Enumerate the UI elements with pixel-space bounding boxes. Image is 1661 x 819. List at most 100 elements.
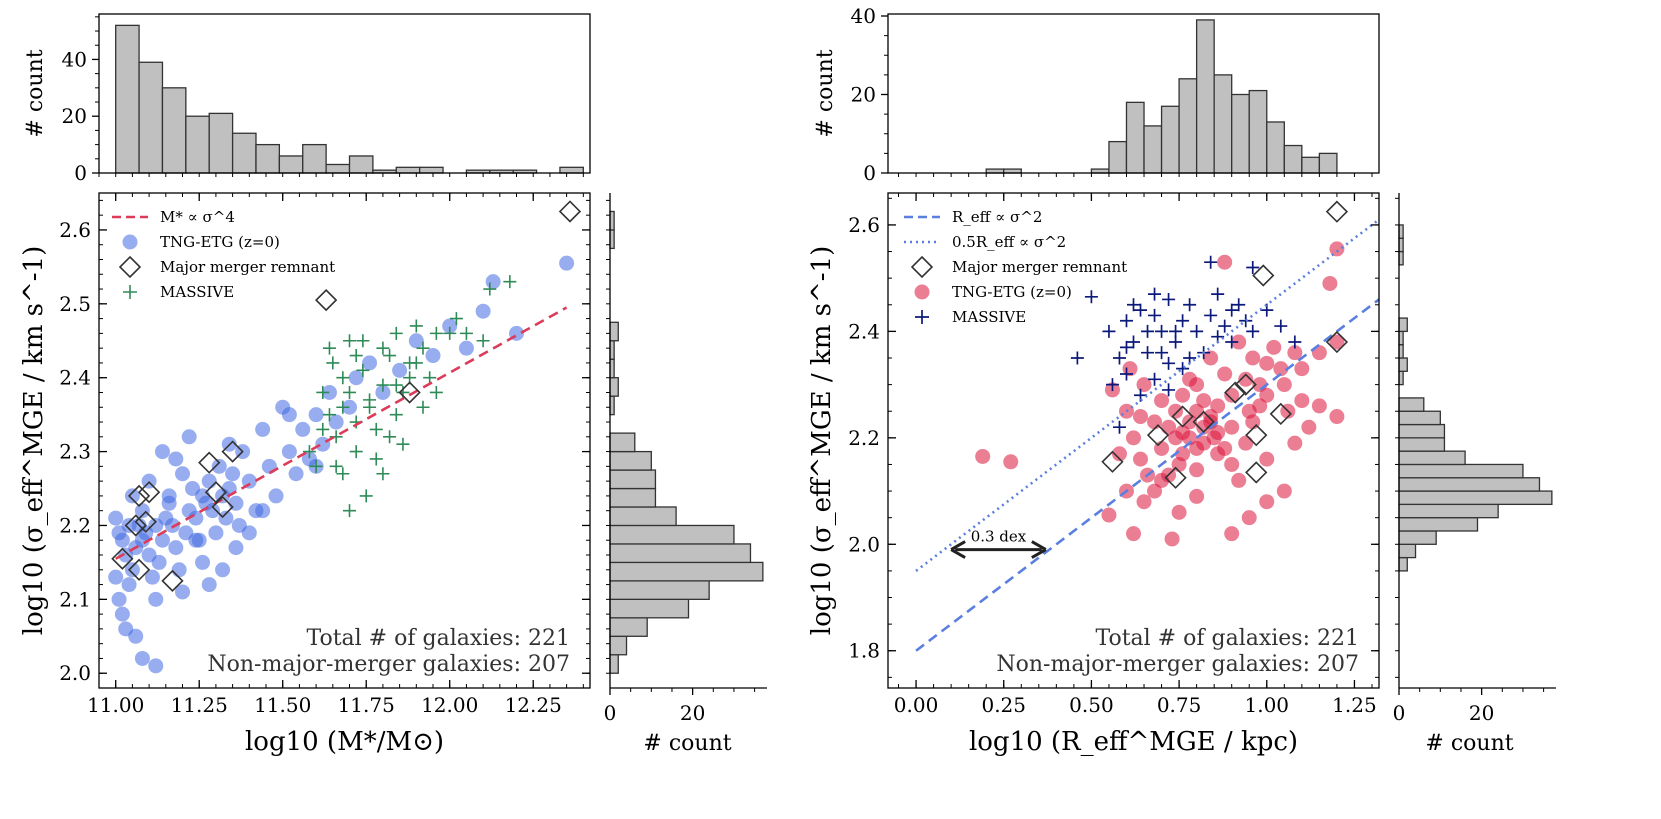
tng-etg-point: [1224, 419, 1240, 435]
massive-point: [1155, 324, 1169, 338]
massive-point: [409, 319, 423, 333]
tng-etg-point: [205, 503, 221, 519]
legend-massive-marker: [123, 285, 137, 299]
histogram-bar: [1195, 19, 1215, 174]
massive-point: [1127, 298, 1140, 312]
histogram-bar: [1248, 89, 1268, 174]
y-tick-label: 2.2: [848, 426, 880, 450]
major-merger-point: [1192, 410, 1215, 434]
tng-etg-point: [559, 255, 575, 271]
massive-point: [356, 334, 370, 348]
tng-etg-point: [375, 384, 391, 400]
legend-label: M* ∝ σ^4: [160, 208, 235, 226]
massive-point: [369, 422, 383, 436]
tng-etg-point: [121, 517, 137, 533]
tng-etg-point: [134, 503, 150, 519]
histogram-bar: [1266, 121, 1285, 174]
histogram-bar: [302, 143, 327, 174]
massive-point: [376, 467, 390, 481]
tng-etg-point: [1322, 275, 1338, 291]
massive-point: [336, 467, 350, 481]
x-tick-label: 0.75: [1157, 693, 1202, 717]
major-merger-point: [1164, 466, 1187, 489]
massive-point: [1119, 314, 1133, 328]
y-tick-label: 2.6: [848, 213, 880, 237]
histogram-bar: [395, 166, 421, 174]
massive-point: [322, 408, 336, 422]
major-merger-point: [1101, 450, 1124, 473]
x-tick-label: 12.25: [505, 693, 562, 717]
x-tick-label: 1.00: [1245, 693, 1290, 717]
major-merger-point: [1224, 381, 1247, 404]
histogram-bar: [1398, 530, 1437, 545]
massive-point: [343, 385, 357, 399]
massive-point: [1119, 340, 1133, 354]
tng-etg-point: [188, 532, 204, 548]
tng-etg-point: [1182, 414, 1198, 430]
tng-etg-point: [1126, 526, 1141, 542]
x-tick-label: 1.25: [1332, 693, 1377, 717]
tng-etg-point: [1189, 462, 1205, 478]
stats-text: Total # of galaxies: 221: [306, 626, 570, 651]
y-tick-label: 2.4: [59, 366, 91, 390]
massive-point: [376, 378, 390, 392]
tng-etg-point: [342, 399, 358, 415]
tng-etg-point: [1241, 510, 1257, 526]
histogram-bar: [138, 61, 164, 174]
tng-etg-point: [1175, 446, 1191, 462]
massive-point: [443, 326, 457, 340]
massive-point: [1162, 383, 1176, 397]
tng-etg-point: [485, 274, 501, 290]
tng-etg-point: [328, 414, 344, 430]
tng-etg-point: [128, 628, 144, 644]
histogram-bar: [1398, 490, 1553, 506]
major-merger-point: [1171, 405, 1194, 428]
histogram-bar: [559, 166, 584, 174]
right-scatter-panel: 0.3 dex 0.00 0.25 0.50 0.75 1.00 1.25 1.8 2.0 2.2…: [807, 192, 1380, 757]
histogram-bar: [1108, 140, 1128, 174]
tng-etg-point: [1238, 371, 1254, 387]
major-merger-point: [161, 569, 184, 593]
x-tick-label: 0: [1393, 701, 1406, 725]
tng-etg-point: [201, 473, 217, 489]
histogram-bar: [1231, 93, 1250, 174]
massive-point: [383, 430, 397, 444]
legend-label: TNG-ETG (z=0): [952, 283, 1072, 301]
massive-point: [1112, 351, 1126, 365]
tng-etg-point: [121, 577, 137, 593]
major-merger-point: [1245, 461, 1268, 484]
tng-etg-point: [1210, 446, 1226, 462]
massive-point: [359, 489, 373, 503]
tng-etg-point: [1329, 334, 1345, 350]
fit-line-mstar-sigma4: [115, 306, 568, 560]
tng-etg-point: [348, 370, 364, 386]
tng-etg-point: [295, 421, 311, 437]
tng-etg-point: [1224, 456, 1240, 472]
massive-point: [1141, 324, 1155, 338]
massive-point: [316, 422, 330, 436]
massive-point: [1274, 319, 1288, 333]
massive-point: [1246, 261, 1260, 275]
histogram-bar: [1398, 317, 1408, 333]
tng-etg-point: [1175, 387, 1191, 403]
y-tick-label: 2.1: [59, 587, 91, 611]
right-top-histogram: 0 20 40 # count: [813, 4, 1380, 185]
histogram-bar: [609, 561, 764, 582]
legend-tng-marker: [122, 234, 138, 250]
tng-etg-point: [241, 525, 257, 541]
tng-etg-point: [442, 318, 458, 334]
histogram-bar: [609, 432, 636, 453]
y-tick-label: 0: [74, 161, 87, 185]
massive-point: [1204, 308, 1218, 322]
massive-point: [1218, 319, 1232, 333]
tng-etg-point: [1273, 361, 1289, 377]
y-tick-label: 2.0: [59, 661, 91, 685]
histogram-bar: [1398, 410, 1441, 426]
tng-etg-point: [111, 591, 127, 607]
major-merger-point: [1325, 200, 1349, 223]
tng-etg-point: [475, 303, 491, 319]
tng-etg-point: [1224, 387, 1240, 403]
tng-etg-point: [1238, 435, 1254, 451]
major-merger-point: [204, 481, 228, 504]
major-merger-point: [558, 200, 582, 223]
